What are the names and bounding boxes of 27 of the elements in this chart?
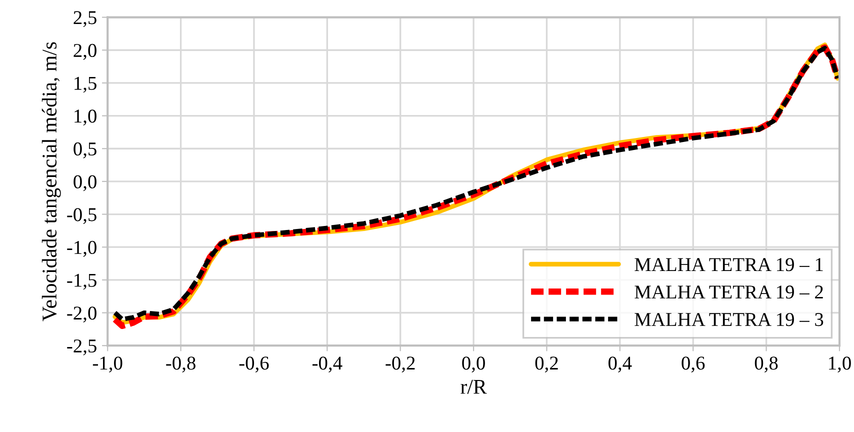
legend-label: MALHA TETRA 19 – 3: [634, 313, 824, 326]
x-tick-label: 0,0: [462, 356, 485, 372]
y-tick-label: 1,0: [74, 110, 96, 126]
y-tick-label: 2,5: [74, 11, 96, 28]
x-tick-label: -0,4: [312, 356, 342, 372]
y-tick-label: -0,5: [67, 208, 96, 224]
y-tick-label: 2,0: [74, 44, 96, 60]
x-axis-title: r/R: [460, 380, 487, 394]
y-tick-label: 1,5: [74, 76, 96, 93]
y-axis-title: Velocidade tangencial média, m/s: [42, 42, 61, 322]
y-tick-label: -1,5: [67, 274, 96, 290]
y-tick-label: -2,5: [67, 339, 96, 356]
x-tick-label: -1,0: [92, 356, 122, 372]
x-tick-label: 0,6: [682, 356, 705, 372]
x-tick-label: 0,4: [608, 356, 632, 372]
x-tick-label: -0,6: [239, 356, 269, 372]
y-tick-label: 0,0: [74, 175, 96, 192]
x-tick-label: -0,2: [386, 356, 415, 372]
legend-label: MALHA TETRA 19 – 1: [634, 258, 823, 272]
x-tick-label: -0,8: [166, 356, 196, 372]
y-tick-label: -2,0: [67, 306, 96, 323]
y-tick-label: -1,0: [67, 240, 96, 257]
x-tick-label: 0,2: [535, 356, 558, 372]
y-tick-label: 0,5: [74, 142, 96, 158]
x-tick-label: 1,0: [829, 356, 851, 372]
legend-label: MALHA TETRA 19 – 2: [634, 286, 823, 299]
x-tick-label: 0,8: [754, 356, 778, 372]
